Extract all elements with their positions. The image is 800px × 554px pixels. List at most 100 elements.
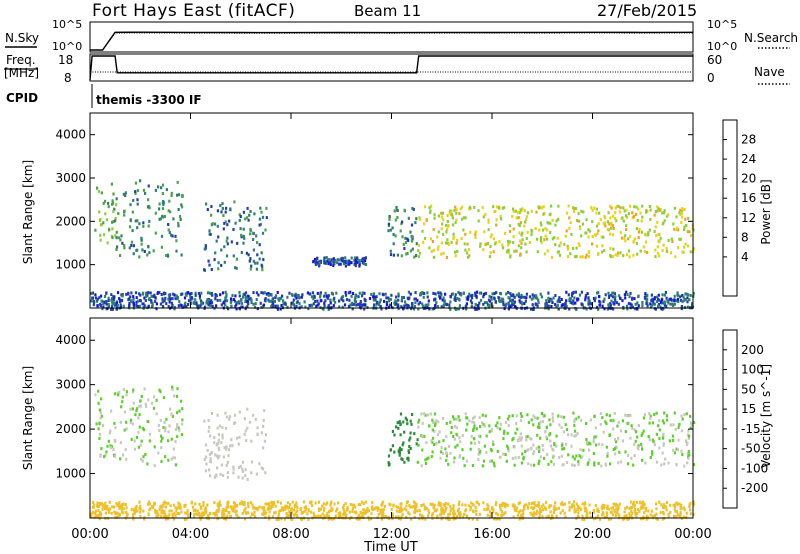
data-cell: [494, 242, 497, 246]
data-cell: [317, 500, 320, 504]
data-cell: [398, 420, 401, 424]
data-cell: [458, 418, 461, 422]
data-cell: [513, 504, 516, 508]
data-cell: [665, 249, 669, 253]
freq-label: Freq.: [6, 53, 36, 67]
data-cell: [194, 291, 197, 295]
data-cell: [504, 505, 507, 509]
data-cell: [656, 245, 659, 249]
data-cell: [619, 296, 622, 300]
data-cell: [489, 251, 492, 255]
data-cell: [623, 517, 626, 521]
data-cell: [593, 463, 596, 467]
data-cell: [424, 413, 427, 417]
data-cell: [618, 210, 622, 214]
data-cell: [469, 299, 473, 303]
data-cell: [612, 227, 615, 230]
data-cell: [431, 503, 434, 507]
data-cell: [498, 240, 501, 244]
data-cell: [133, 439, 136, 443]
data-cell: [393, 450, 396, 454]
data-cell: [573, 296, 576, 300]
data-cell: [121, 505, 124, 509]
data-cell: [453, 417, 456, 421]
data-cell: [285, 515, 288, 519]
data-cell: [135, 436, 139, 439]
data-cell: [669, 423, 672, 427]
data-cell: [412, 307, 416, 311]
data-cell: [409, 419, 412, 423]
data-cell: [181, 418, 184, 422]
data-cell: [533, 450, 536, 454]
data-cell: [499, 214, 502, 218]
data-cell: [457, 415, 460, 419]
data-cell: [424, 517, 427, 521]
data-cell: [449, 505, 452, 509]
data-cell: [535, 210, 538, 214]
data-cell: [132, 303, 135, 307]
data-cell: [660, 307, 663, 311]
data-cell: [400, 298, 404, 302]
data-cell: [295, 501, 298, 505]
data-cell: [148, 439, 151, 443]
data-cell: [488, 430, 491, 434]
data-cell: [473, 415, 476, 419]
data-cell: [238, 218, 241, 222]
x-tick-label: 08:00: [272, 527, 309, 542]
data-cell: [536, 237, 539, 241]
data-cell: [130, 244, 133, 247]
data-cell: [478, 416, 481, 420]
data-cell: [119, 238, 122, 242]
data-cell: [633, 428, 636, 432]
data-cell: [628, 295, 631, 299]
data-cell: [167, 458, 170, 462]
data-cell: [270, 500, 273, 504]
data-cell: [237, 475, 240, 479]
data-cell: [235, 266, 238, 270]
data-cell: [241, 501, 244, 505]
data-cell: [511, 300, 514, 304]
data-cell: [432, 228, 435, 231]
data-cell: [99, 217, 102, 221]
y-tick-label: 2000: [55, 422, 86, 436]
data-cell: [553, 236, 556, 240]
data-cell: [344, 293, 348, 297]
data-cell: [314, 259, 317, 263]
data-cell: [315, 304, 318, 308]
data-cell: [441, 211, 445, 215]
data-cell: [645, 506, 648, 510]
data-cell: [525, 218, 528, 221]
data-cell: [174, 234, 177, 238]
data-cell: [526, 413, 529, 417]
data-cell: [565, 229, 568, 233]
data-cell: [129, 418, 133, 422]
data-cell: [631, 426, 634, 430]
data-cell: [634, 439, 637, 443]
data-cell: [173, 456, 176, 460]
data-cell: [568, 307, 571, 311]
data-cell: [272, 502, 276, 506]
colorbar-tick-label: -200: [741, 481, 768, 495]
data-cell: [329, 501, 333, 505]
data-cell: [622, 517, 625, 521]
data-cell: [663, 209, 666, 213]
data-cell: [91, 291, 94, 295]
data-cell: [344, 256, 347, 260]
data-cell: [405, 303, 408, 307]
data-cell: [216, 209, 219, 213]
data-cell: [377, 507, 380, 511]
data-cell: [692, 421, 695, 424]
data-cell: [203, 419, 206, 423]
data-cell: [606, 451, 609, 455]
data-cell: [177, 221, 180, 225]
data-cell: [116, 515, 119, 519]
data-cell: [655, 502, 658, 506]
data-cell: [653, 213, 656, 217]
data-cell: [578, 244, 581, 248]
data-cell: [351, 292, 355, 295]
data-cell: [323, 259, 326, 263]
data-cell: [165, 302, 168, 306]
data-cell: [626, 517, 629, 521]
data-cell: [319, 514, 322, 518]
data-cell: [525, 503, 528, 507]
